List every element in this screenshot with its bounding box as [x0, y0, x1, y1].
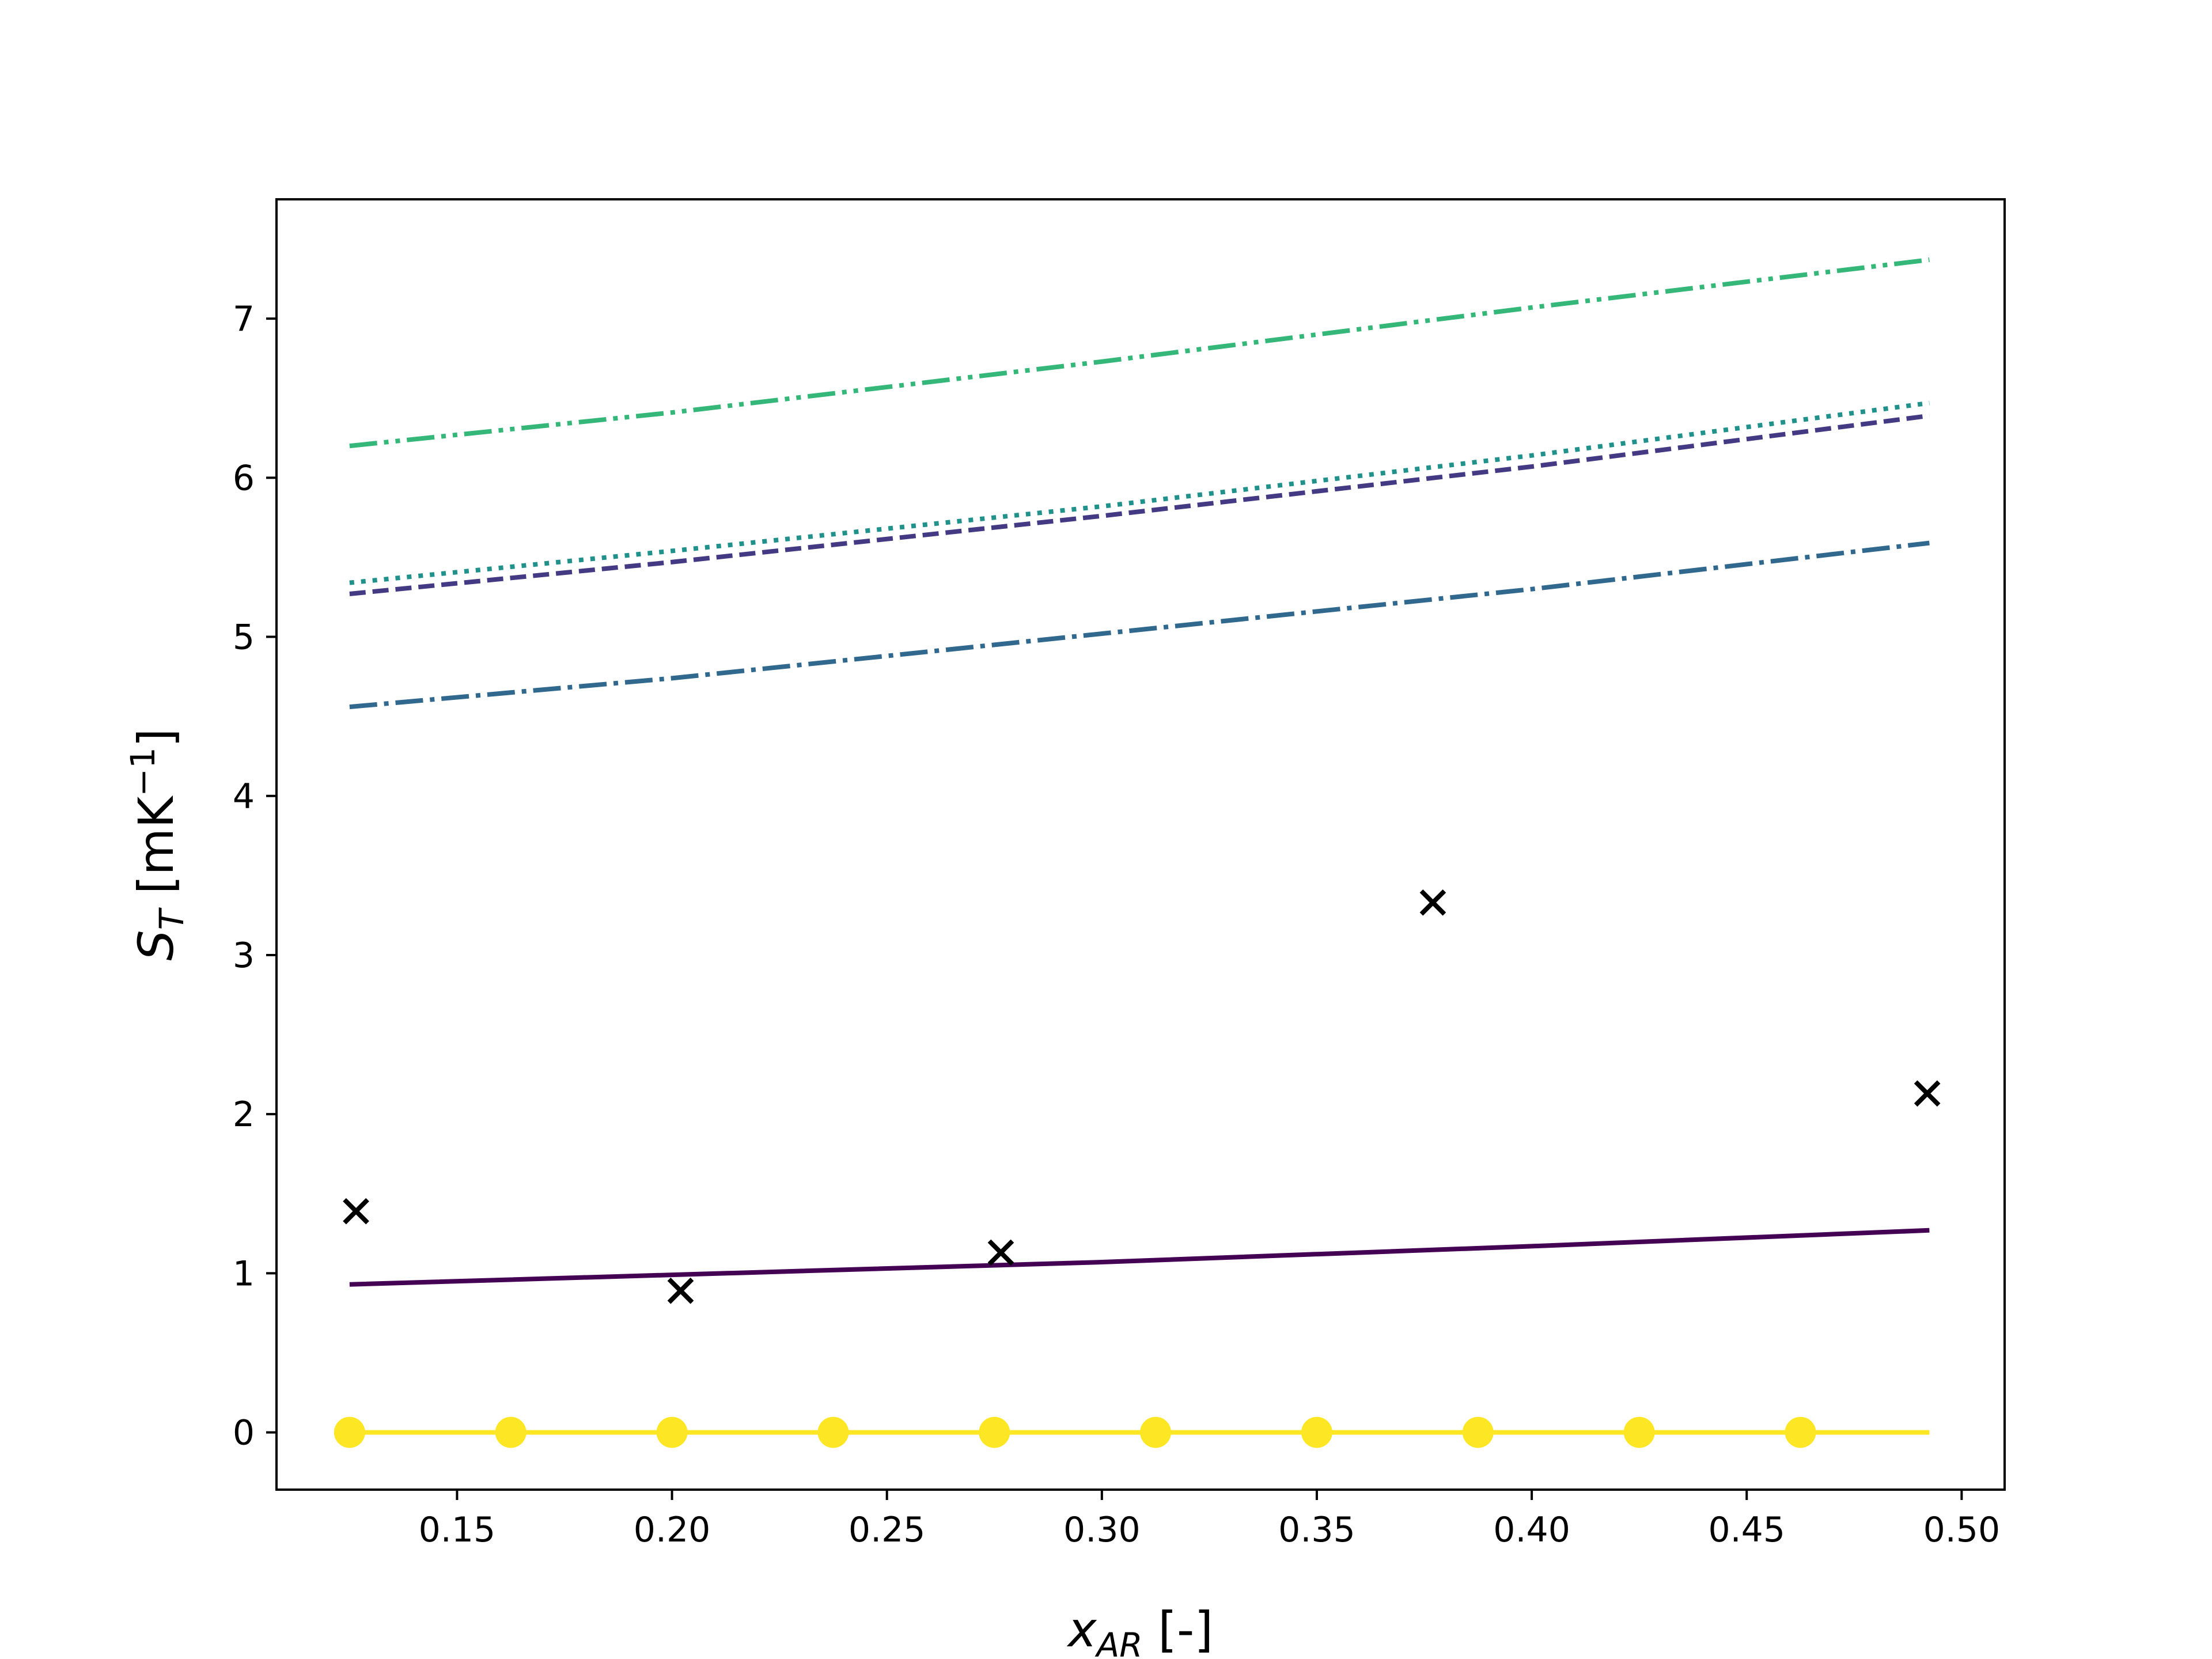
- plot-area: [334, 257, 1941, 1448]
- x-axis: 0.15 0.20 0.25 0.30 0.35 0.40 0.45 0.50: [419, 1490, 2001, 1550]
- plot-frame: [275, 198, 2006, 1491]
- y-tick-label: 2: [233, 1094, 255, 1135]
- x-marker-stroke: [1419, 889, 1446, 916]
- x-tick-label: 0.30: [1063, 1510, 1141, 1550]
- y-tick-label: 7: [233, 299, 255, 339]
- series-marker: [495, 1416, 527, 1448]
- x-marker-stroke: [1914, 1080, 1941, 1107]
- x-axis-label-base: x: [1066, 1601, 1097, 1658]
- series-marker: [1301, 1416, 1332, 1448]
- series-line-solid: [349, 1228, 1930, 1287]
- x-marker-stroke: [343, 1198, 369, 1225]
- x-tick-label: 0.20: [634, 1510, 711, 1550]
- series-marker: [1462, 1416, 1494, 1448]
- y-axis: 0 1 2 3 4 5 6 7: [233, 299, 276, 1453]
- x-marker-point: [343, 1198, 369, 1225]
- series-marker: [1140, 1416, 1172, 1448]
- y-tick-label: 4: [233, 777, 255, 817]
- x-marker-point: [667, 1277, 694, 1304]
- series-marker: [817, 1416, 849, 1448]
- series-marker: [656, 1416, 688, 1448]
- x-axis-label: xAR [-]: [1066, 1601, 1213, 1659]
- x-marker-stroke: [987, 1239, 1014, 1266]
- y-axis-label-unit: [mK: [128, 796, 184, 910]
- x-axis-label-subscript: AR: [1094, 1626, 1143, 1659]
- x-tick-label: 0.25: [849, 1510, 926, 1550]
- series-marker: [1785, 1416, 1816, 1448]
- y-tick-label: 0: [233, 1413, 255, 1453]
- x-marker-point: [1914, 1080, 1941, 1107]
- y-tick-label: 3: [233, 935, 255, 976]
- x-tick-label: 0.50: [1923, 1510, 2001, 1550]
- x-marker-point: [1419, 889, 1446, 916]
- x-tick-label: 0.35: [1278, 1510, 1355, 1550]
- x-tick-label: 0.15: [419, 1510, 496, 1550]
- series-line-dashed: [349, 413, 1930, 596]
- y-axis-label-close: ]: [128, 728, 184, 747]
- y-axis-label-subscript: T: [152, 907, 191, 930]
- y-axis-label-superscript: −1: [123, 747, 162, 797]
- x-marker-point: [987, 1239, 1014, 1266]
- x-axis-label-unit: [-]: [1143, 1601, 1214, 1658]
- y-tick-label: 1: [233, 1253, 255, 1294]
- series-marker: [1623, 1416, 1655, 1448]
- series-line-dashdotdot: [349, 257, 1930, 449]
- series-marker: [334, 1416, 365, 1448]
- y-axis-label-base: S: [128, 930, 184, 960]
- x-tick-label: 0.40: [1493, 1510, 1570, 1550]
- y-axis-label: ST [mK−1]: [123, 728, 191, 960]
- series-line-dashdot: [349, 540, 1930, 710]
- x-tick-label: 0.45: [1708, 1510, 1785, 1550]
- y-tick-label: 5: [233, 618, 255, 658]
- series-marker: [979, 1416, 1010, 1448]
- x-marker-stroke: [667, 1277, 694, 1304]
- y-tick-label: 6: [233, 458, 255, 498]
